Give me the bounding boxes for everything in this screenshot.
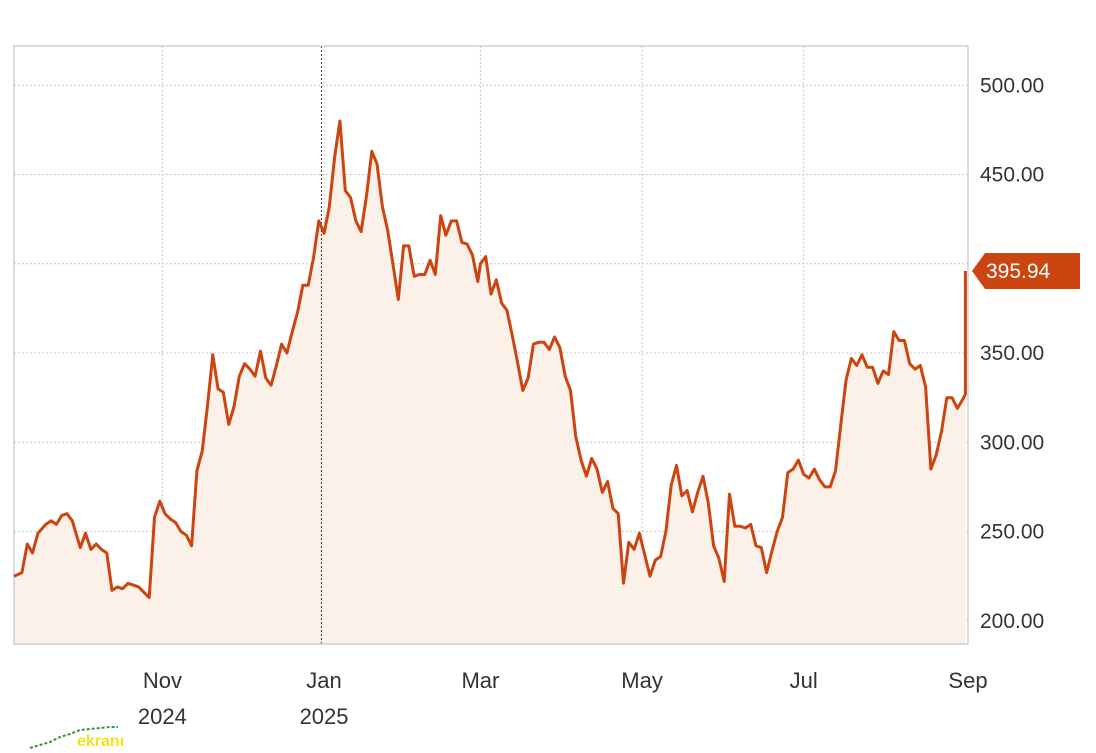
watermark-logo: ekranı	[29, 726, 124, 750]
last-value-badge: 395.94	[972, 253, 1080, 289]
price-area-fill	[14, 121, 966, 644]
x-tick-label: Mar	[461, 668, 499, 693]
y-axis: 500.00 450.00 350.00 300.00 250.00 200.00	[980, 74, 1044, 633]
y-tick-label: 250.00	[980, 521, 1044, 544]
last-value-label: 395.94	[986, 260, 1051, 283]
y-tick-label: 450.00	[980, 164, 1044, 187]
x-tick-label: Jan	[306, 668, 341, 693]
plot-border	[13, 45, 969, 645]
y-tick-label: 300.00	[980, 431, 1044, 454]
watermark-text: ekranı	[77, 733, 124, 750]
x-tick-label: Sep	[948, 668, 987, 693]
x-tick-label: May	[621, 668, 663, 693]
last-value-tag	[972, 253, 1080, 289]
y-tick-label: 200.00	[980, 610, 1044, 633]
x-tick-year-label: 2024	[138, 704, 187, 729]
price-line	[13, 119, 967, 600]
x-tick-year-label: 2025	[300, 704, 349, 729]
x-tick-label: Nov	[143, 668, 182, 693]
y-tick-label: 500.00	[980, 74, 1044, 97]
y-tick-label: 350.00	[980, 342, 1044, 365]
watermark-candles-icon	[29, 726, 118, 749]
x-tick-label: Jul	[790, 668, 818, 693]
x-axis: Nov 2024 Jan 2025 Mar May Jul Sep	[138, 668, 988, 729]
